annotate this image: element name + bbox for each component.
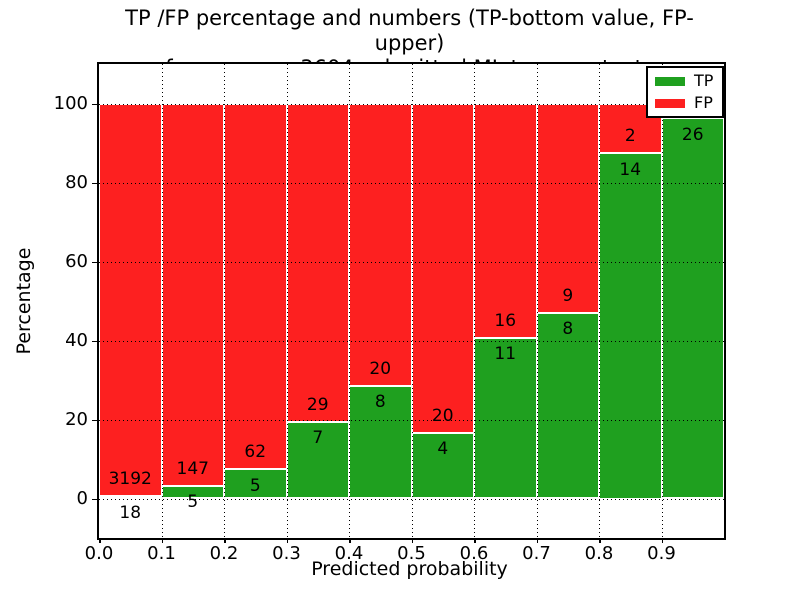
tp-count-label: 4 (437, 439, 449, 460)
fp-bar-segment (286, 103, 349, 422)
x-tick-label: 0.2 (209, 543, 239, 564)
horizontal-gridline (99, 498, 724, 500)
y-tick-mark (92, 340, 97, 342)
vertical-gridline (474, 64, 475, 538)
tp-count-label: 5 (249, 475, 261, 496)
horizontal-gridline (99, 261, 724, 263)
x-tick-mark (349, 538, 351, 543)
y-tick-mark (92, 261, 97, 263)
tp-bar-segment (411, 432, 474, 499)
fp-legend-swatch-icon (655, 98, 685, 108)
x-tick-mark (411, 538, 413, 543)
tp-bar-segment (99, 496, 162, 499)
tp-count-label: 26 (681, 124, 704, 145)
x-tick-label: 0.7 (522, 543, 551, 564)
x-tick-label: 0.1 (147, 543, 176, 564)
x-tick-label: 0.9 (647, 543, 676, 564)
x-tick-mark (224, 538, 226, 543)
x-tick-mark (599, 538, 601, 543)
y-tick-label: 80 (65, 171, 88, 193)
x-tick-mark (536, 538, 538, 543)
x-tick-label: 0.0 (84, 543, 114, 564)
tp-count-label: 14 (619, 159, 642, 180)
tp-bar-segment (599, 152, 662, 499)
y-tick-mark (92, 103, 97, 105)
y-tick-mark (92, 182, 97, 184)
x-tick-label: 0.8 (584, 543, 614, 564)
vertical-gridline (224, 64, 225, 538)
vertical-gridline (286, 64, 288, 538)
fp-count-label: 147 (176, 458, 209, 479)
horizontal-gridline (99, 182, 724, 184)
legend-label-tp: TP (694, 71, 714, 90)
x-tick-label: 0.5 (397, 543, 426, 564)
tp-legend-swatch-icon (655, 76, 685, 86)
tp-bar-segment (661, 118, 724, 499)
tp-count-label: 11 (494, 344, 517, 365)
fp-count-label: 20 (431, 405, 454, 426)
x-tick-mark (99, 538, 101, 543)
tp-bar-segment (349, 385, 412, 499)
horizontal-gridline (99, 340, 724, 342)
y-tick-label: 20 (65, 408, 88, 430)
x-tick-label: 0.4 (334, 543, 364, 564)
legend: TP FP (646, 66, 725, 118)
legend-entry-tp: TP (655, 73, 713, 89)
tp-count-label: 8 (562, 319, 574, 340)
legend-entry-fp: FP (655, 95, 713, 111)
plot-area: 3192 18 147 5 62 5 29 7 20 8 20 4 16 11 9 8 2 14 26 (97, 62, 726, 540)
tp-count-label: 7 (312, 428, 324, 449)
fp-count-label: 2 (624, 126, 636, 147)
vertical-gridline (411, 64, 413, 538)
tp-count-label: 18 (119, 503, 142, 524)
x-tick-mark (161, 538, 163, 543)
tp-count-label: 5 (187, 492, 199, 513)
legend-label-fp: FP (694, 93, 713, 112)
chart-title-line1: TP /FP percentage and numbers (TP-bottom… (125, 6, 694, 55)
fp-bar-segment (411, 103, 474, 433)
horizontal-gridline (99, 419, 724, 421)
y-tick-label: 100 (53, 92, 88, 114)
y-tick-mark (92, 498, 97, 500)
fp-bar-segment (349, 103, 412, 386)
fp-bar-segment (474, 103, 537, 338)
y-tick-label: 40 (65, 329, 88, 351)
vertical-gridline (536, 64, 538, 538)
vertical-gridline (349, 64, 350, 538)
fp-count-label: 29 (306, 394, 329, 415)
fp-count-label: 62 (244, 442, 267, 463)
tp-bar-segment (474, 337, 537, 499)
y-axis-label: Percentage (13, 247, 35, 355)
fp-count-label: 9 (562, 285, 574, 306)
tp-bar-segment (286, 421, 349, 499)
x-tick-mark (286, 538, 288, 543)
x-tick-label: 0.3 (272, 543, 301, 564)
vertical-gridline (599, 64, 600, 538)
fp-bar-segment (99, 103, 162, 497)
fp-bar-segment (224, 103, 287, 470)
tp-count-label: 8 (374, 392, 386, 413)
fp-count-label: 16 (494, 310, 517, 331)
x-axis-label: Predicted probability (311, 558, 508, 580)
fp-count-label: 20 (369, 358, 392, 379)
y-tick-label: 0 (76, 487, 88, 509)
y-tick-label: 60 (65, 250, 88, 272)
vertical-gridline (661, 64, 663, 538)
fp-count-label: 3192 (108, 469, 152, 490)
y-tick-mark (92, 419, 97, 421)
vertical-gridline (161, 64, 163, 538)
x-tick-label: 0.6 (459, 543, 489, 564)
x-tick-mark (474, 538, 476, 543)
fp-bar-segment (161, 103, 224, 486)
x-tick-mark (661, 538, 663, 543)
horizontal-gridline (99, 103, 724, 105)
tp-bar-segment (536, 312, 599, 499)
fp-bar-segment (536, 103, 599, 313)
tp-bar-segment (224, 469, 287, 499)
